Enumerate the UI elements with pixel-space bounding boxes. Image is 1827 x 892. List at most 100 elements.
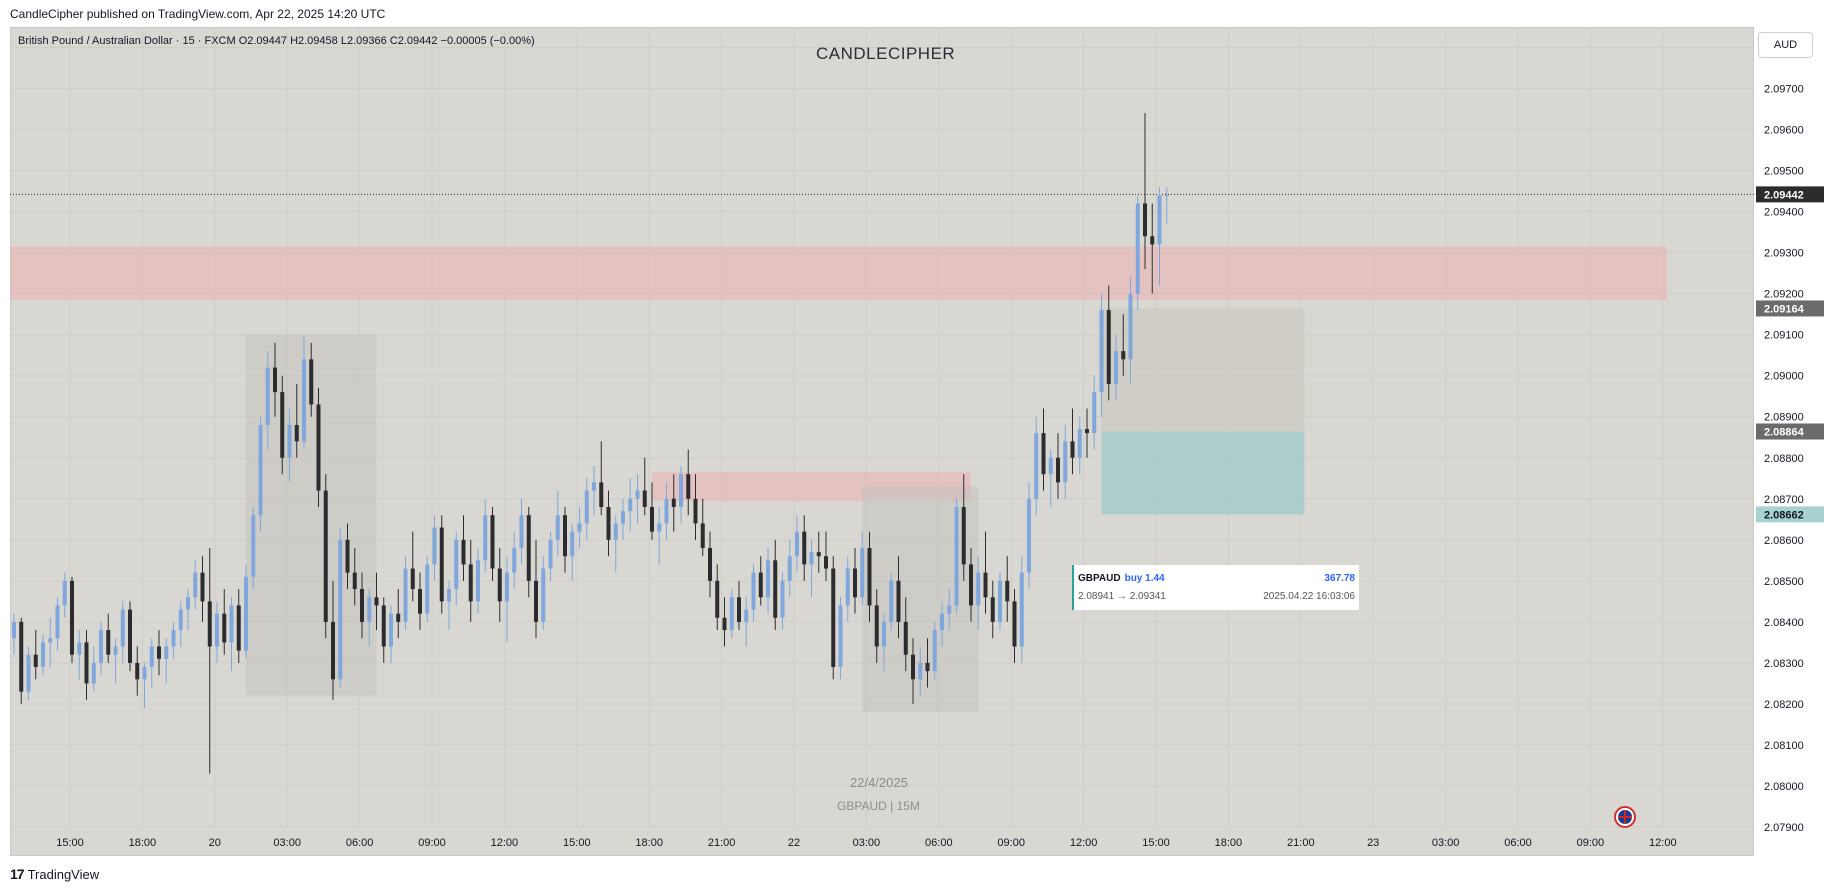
zones-layer — [10, 246, 1667, 515]
x-tick-label: 09:00 — [997, 837, 1025, 849]
candle-body — [541, 568, 546, 622]
chart-title: CANDLECIPHER — [816, 44, 956, 63]
candle-body — [149, 646, 154, 667]
candle-body — [722, 617, 727, 631]
candle-body — [563, 515, 567, 557]
y-tick-label: 2.08000 — [1764, 781, 1804, 793]
candle-body — [258, 424, 263, 516]
candle-body — [157, 646, 161, 659]
candle-body — [816, 552, 821, 557]
candle-body — [1005, 580, 1010, 602]
candle-body — [932, 630, 937, 672]
candle-body — [990, 597, 995, 622]
y-tick-label: 2.08700 — [1764, 494, 1804, 506]
candle-body — [447, 589, 451, 602]
candle-body — [374, 597, 379, 606]
uk-flag-event-icon[interactable] — [1614, 806, 1636, 828]
candle-body — [91, 662, 96, 684]
candle-body — [642, 490, 647, 507]
candle-body — [1056, 457, 1060, 483]
footer-logo[interactable]: 17 TradingView — [10, 866, 99, 882]
candle-body — [164, 646, 169, 659]
candle-body — [106, 630, 111, 655]
candle-body — [294, 424, 299, 442]
y-tick-label: 2.09500 — [1764, 166, 1804, 178]
candle-body — [1114, 351, 1118, 384]
candle-body — [570, 531, 575, 557]
candle-body — [853, 568, 857, 598]
candle-body — [389, 613, 393, 647]
candle-body — [700, 523, 705, 549]
candle-body — [679, 474, 683, 507]
candle-body — [490, 515, 495, 569]
price-label-bg — [1756, 186, 1824, 203]
x-tick-label: 03:00 — [273, 837, 301, 849]
trade-pnl: 367.78 — [1324, 572, 1355, 584]
candle-body — [1157, 195, 1162, 245]
candle-body — [26, 654, 31, 692]
watermark-date: 22/4/2025 — [850, 775, 908, 790]
candle-body — [222, 613, 227, 643]
x-tick-label: 06:00 — [925, 837, 953, 849]
trade-time: 2025.04.22 16:03:06 — [1263, 590, 1355, 602]
candle-body — [251, 515, 256, 577]
candle-body — [969, 564, 973, 606]
candle-body — [1092, 392, 1097, 434]
y-tick-label: 2.08200 — [1764, 699, 1804, 711]
x-tick-label: 15:00 — [56, 837, 84, 849]
candle-body — [628, 498, 633, 512]
candle-body — [983, 572, 988, 598]
candle-body — [84, 642, 89, 684]
tradingview-logo-icon: 17 — [10, 866, 25, 882]
price-axis[interactable]: 2.098002.097002.096002.095002.094002.093… — [1756, 43, 1824, 834]
candle-body — [809, 552, 814, 565]
position-stop-zone — [1101, 308, 1305, 432]
candle-body — [287, 424, 292, 458]
candle-body — [302, 359, 306, 442]
candle-body — [758, 572, 763, 598]
candle-body — [323, 490, 328, 622]
candle-body — [512, 548, 517, 573]
candle-body — [584, 490, 589, 524]
footer-logo-text: TradingView — [27, 866, 100, 882]
y-tick-label: 2.09100 — [1764, 330, 1804, 342]
candle-body — [1019, 572, 1024, 647]
trade-card[interactable]: GBPAUD buy 1.44 367.78 2.08941 → 2.09341 … — [1072, 565, 1359, 610]
candle-body — [940, 613, 944, 631]
x-tick-label: 21:00 — [1287, 837, 1315, 849]
candle-body — [396, 613, 401, 622]
candle-body — [483, 515, 488, 561]
candle-body — [751, 572, 756, 610]
x-tick-label: 18:00 — [129, 837, 157, 849]
time-axis[interactable]: 15:00 18:00 20 03:00 06:00 09:00 12:00 15:00 18:… — [56, 837, 1676, 849]
price-label: 2.08864 — [1764, 427, 1805, 439]
candle-body — [657, 523, 662, 532]
candle-body — [737, 597, 741, 622]
candle-body — [207, 601, 212, 647]
candle-body — [476, 560, 480, 602]
candle-body — [12, 621, 16, 639]
candle-body — [577, 523, 582, 532]
candle-body — [838, 605, 843, 667]
y-tick-label: 2.07900 — [1764, 822, 1804, 834]
candle-body — [1041, 433, 1046, 475]
candle-body — [882, 621, 886, 647]
x-tick-label: 18:00 — [1215, 837, 1243, 849]
y-tick-label: 2.08100 — [1764, 740, 1804, 752]
x-tick-label: 15:00 — [563, 837, 591, 849]
candle-body — [780, 580, 785, 618]
candle-body — [889, 580, 894, 622]
price-label-bg — [1756, 506, 1824, 523]
candle-body — [729, 597, 734, 631]
candle-body — [1085, 429, 1089, 434]
candle-body — [19, 621, 24, 692]
candle-body — [860, 548, 865, 598]
candle-body — [867, 548, 872, 606]
candle-body — [744, 609, 749, 622]
candle-body — [360, 589, 364, 622]
price-label-bg — [1756, 423, 1824, 440]
currency-button[interactable]: AUD — [1758, 32, 1813, 58]
candle-body — [505, 572, 509, 602]
candles-layer — [12, 113, 1169, 774]
